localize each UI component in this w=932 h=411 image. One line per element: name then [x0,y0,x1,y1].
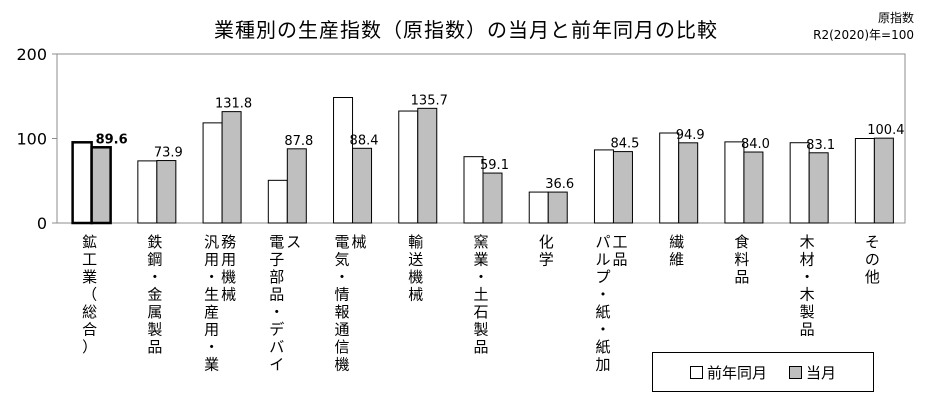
bar-current-month [547,191,568,224]
bar-current-month [808,152,829,224]
bar-previous-year [202,122,223,224]
data-label: 87.8 [284,134,313,149]
bar-previous-year [789,142,810,224]
category-label: 電気・情報通信機械 [335,233,367,374]
bar-current-month [612,151,633,224]
category-label: 鉄鋼・金属製品 [147,233,162,356]
legend-item-previous-year: 前年同月 [689,362,767,383]
data-label: 100.4 [867,123,904,138]
bar-current-month [873,137,894,224]
data-label: 135.7 [411,93,448,108]
data-label: 73.9 [154,146,183,161]
chart-title: 業種別の生産指数（原指数）の当月と前年同月の比較 [214,18,718,42]
unit-note-line-1: 原指数 [877,11,914,25]
bar-current-month [417,107,438,224]
category-label: 電子部品・デバイス [269,233,301,374]
bar-current-month [743,151,764,224]
legend-item-current-month: 当月 [789,362,836,383]
bar-current-month [90,146,112,225]
category-label: その他 [865,233,880,286]
bar-previous-year [724,141,745,224]
bar-previous-year [333,97,354,224]
data-label: 36.6 [545,177,574,192]
data-label: 84.5 [610,137,639,152]
bar-current-month [156,160,177,224]
bar-previous-year [137,160,158,224]
bar-previous-year [659,132,680,224]
bar-previous-year [593,149,614,224]
bar-previous-year [854,138,875,224]
unit-note: 原指数 R2(2020)年=100 [813,10,914,44]
bar-current-month [286,148,307,224]
data-label: 84.0 [741,137,770,152]
data-label: 131.8 [215,97,252,112]
category-label: 鉱工業（総合） [82,233,97,356]
legend-label-previous-year: 前年同月 [706,363,767,382]
category-label: 窯業・土石製品 [473,233,488,356]
category-label: 食料品 [734,233,749,286]
bar-previous-year [528,191,549,224]
data-label: 89.6 [96,132,128,147]
legend-label-current-month: 当月 [806,363,837,382]
legend-swatch-current-month [789,365,802,379]
category-label: 化学 [539,233,554,269]
category-label: 輸送機械 [408,233,423,304]
bar-current-month [221,111,242,224]
y-tick-label: 200 [16,45,47,64]
y-tick-label: 0 [37,214,47,233]
category-label: 木材・木製品 [800,233,815,339]
data-label: 83.1 [806,138,835,153]
unit-note-line-2: R2(2020)年=100 [813,28,914,42]
category-label: 汎用・生産用・業務用機械 [204,233,236,374]
data-label: 59.1 [480,158,509,173]
bar-current-month [352,147,373,224]
legend: 前年同月 当月 [652,352,874,392]
category-label: パルプ・紙・紙加工品 [595,233,627,374]
data-label: 88.4 [350,133,379,148]
bar-previous-year [398,110,419,224]
bar-previous-year [71,141,93,225]
y-tick-label: 100 [16,130,47,149]
data-label: 94.9 [676,128,705,143]
bar-previous-year [267,179,288,224]
category-label: 繊維 [669,233,684,269]
bar-current-month [482,172,503,224]
legend-swatch-previous-year [689,365,703,379]
bar-current-month [678,142,699,224]
